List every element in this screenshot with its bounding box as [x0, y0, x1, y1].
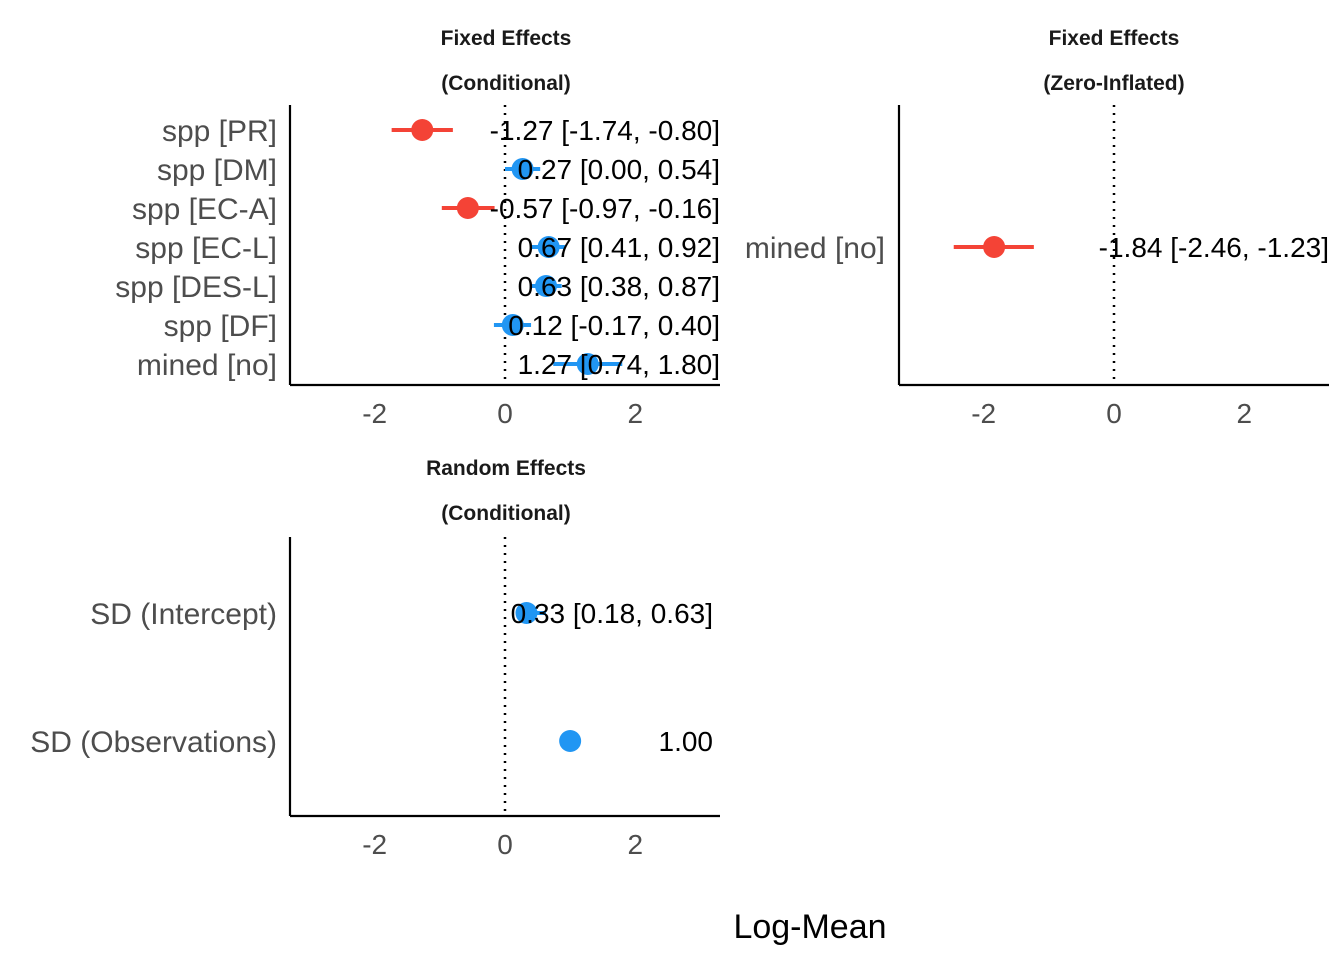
x-tick-label: 2 — [628, 398, 644, 429]
value-label: 0.12 [-0.17, 0.40] — [508, 310, 720, 341]
x-axis-title: Log-Mean — [733, 908, 886, 946]
estimate-point — [537, 236, 560, 258]
estimate-point — [559, 730, 582, 752]
estimate-point — [501, 314, 524, 336]
term-label: spp [PR] — [162, 115, 277, 148]
x-tick-label: 0 — [1106, 398, 1122, 429]
value-label: -0.57 [-0.97, -0.16] — [490, 193, 720, 224]
term-label: spp [DM] — [157, 154, 277, 187]
estimate-point — [411, 119, 434, 141]
panel-title-line1: Random Effects — [426, 457, 586, 480]
x-tick-label: 0 — [497, 398, 513, 429]
value-label: 0.27 [0.00, 0.54] — [518, 154, 720, 185]
x-tick-label: -2 — [971, 398, 996, 429]
estimate-point — [456, 197, 479, 219]
estimate-point — [535, 275, 558, 297]
panel-title-line1: Fixed Effects — [1049, 27, 1180, 50]
panel-fixed-conditional: Fixed Effects (Conditional) -2 0 2 spp [PR]… — [115, 27, 720, 429]
value-label: 0.33 [0.18, 0.63] — [511, 598, 713, 629]
term-label: mined [no] — [745, 232, 885, 265]
x-tick-label: -2 — [362, 398, 387, 429]
term-label: spp [DF] — [164, 310, 277, 343]
estimate-point — [576, 353, 599, 375]
term-label: SD (Intercept) — [90, 598, 277, 631]
value-label: -1.84 [-2.46, -1.23] — [1099, 232, 1329, 263]
value-label: 1.27 [0.74, 1.80] — [518, 349, 720, 380]
panel-title-line2: (Conditional) — [441, 502, 570, 525]
x-tick-label: 2 — [1237, 398, 1253, 429]
panel-title-line2: (Conditional) — [441, 72, 570, 95]
term-label: spp [DES-L] — [115, 271, 277, 304]
estimate-point — [515, 602, 538, 624]
panel-title-line1: Fixed Effects — [441, 27, 572, 50]
term-label: spp [EC-L] — [135, 232, 277, 265]
term-label: mined [no] — [137, 349, 277, 382]
estimate-point — [511, 158, 534, 180]
value-label: 0.67 [0.41, 0.92] — [518, 232, 720, 263]
x-tick-label: 2 — [628, 829, 644, 860]
panel-title-line2: (Zero-Inflated) — [1043, 72, 1184, 95]
term-label: SD (Observations) — [30, 726, 277, 759]
value-label: 0.63 [0.38, 0.87] — [518, 271, 720, 302]
term-label: spp [EC-A] — [132, 193, 277, 226]
panel-random-conditional: Random Effects (Conditional) -2 0 2 SD (Int… — [30, 457, 720, 860]
panel-fixed-zero-inflated: Fixed Effects (Zero-Inflated) -2 0 2 mined … — [745, 27, 1329, 429]
value-label: -1.27 [-1.74, -0.80] — [490, 115, 720, 146]
x-tick-label: -2 — [362, 829, 387, 860]
value-label: 1.00 — [659, 726, 714, 757]
x-tick-label: 0 — [497, 829, 513, 860]
estimate-point — [983, 236, 1006, 258]
